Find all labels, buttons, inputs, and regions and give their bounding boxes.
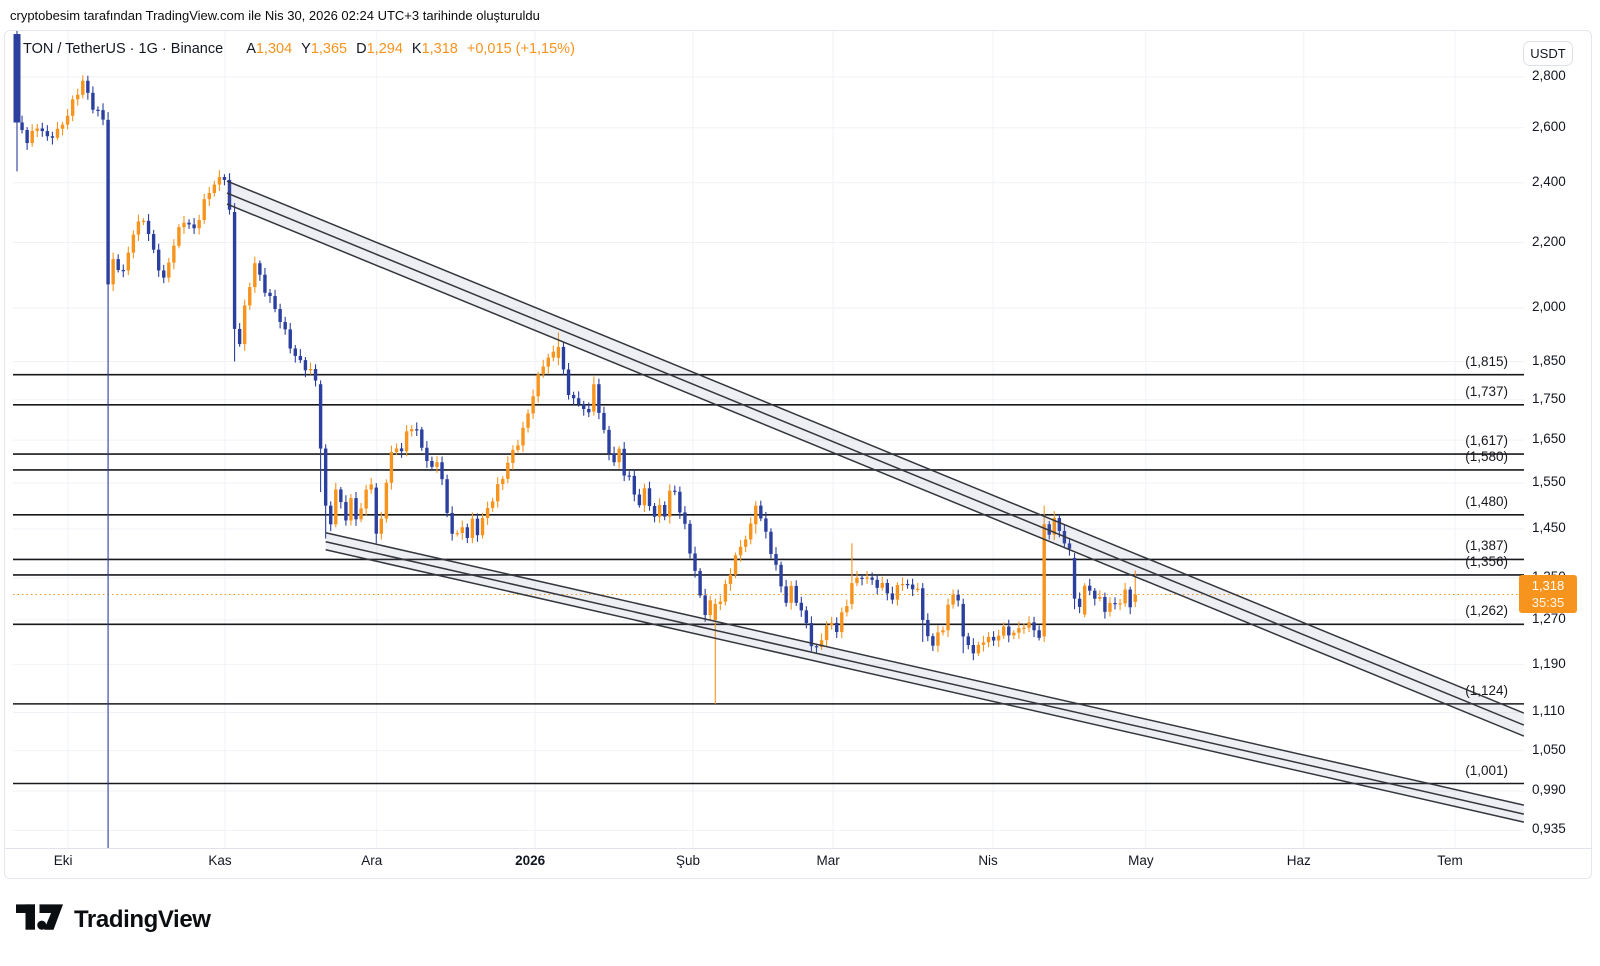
candles-series (13, 31, 1137, 849)
price-tick-label: 0,990 (1532, 782, 1566, 798)
time-axis-month-label: Haz (1286, 853, 1311, 868)
level-price-label: (1,387) (1465, 538, 1508, 554)
legend-separator: · (129, 41, 135, 57)
grid-lines (13, 31, 1524, 849)
bar-countdown: 35:35 (1531, 594, 1565, 610)
symbol-title[interactable]: TON / TetherUS · 1G · Binance (23, 41, 223, 57)
ohlc-key: A (246, 41, 256, 57)
horizontal-levels (13, 373, 1524, 785)
last-price-value: 1,318 (1531, 577, 1565, 593)
price-tick-label: 2,600 (1532, 118, 1566, 134)
tradingview-logo-text: TradingView (74, 906, 211, 933)
time-axis-month-label: 2026 (515, 853, 546, 868)
price-tick-label: 1,270 (1532, 610, 1566, 626)
last-price-badge: 1,318 35:35 (1519, 574, 1577, 613)
price-tick-label: 1,750 (1532, 390, 1566, 406)
ohlc-value: 1,294 (366, 41, 403, 57)
price-tick-label: 0,935 (1532, 821, 1566, 837)
time-axis-month-label: Kas (208, 853, 232, 868)
ohlc-value: 1,365 (310, 41, 348, 57)
price-tick-label: 2,800 (1532, 67, 1566, 83)
time-axis-month-label: Ara (361, 853, 383, 868)
exchange-label: Binance (170, 41, 224, 57)
tradingview-logo[interactable]: TradingView (16, 903, 211, 937)
price-tick-label: 2,000 (1532, 299, 1566, 314)
price-tick-label: 1,110 (1532, 703, 1565, 719)
level-price-label: (1,124) (1465, 682, 1508, 698)
plot-area (13, 31, 1524, 849)
price-tick-label: 1,850 (1532, 352, 1566, 368)
chart-canvas[interactable] (5, 31, 1600, 880)
legend: TON / TetherUS · 1G · Binance A1,304 Y1,36… (23, 41, 575, 57)
timeframe-label: 1G (138, 41, 158, 57)
time-axis-month-label: Eki (53, 853, 73, 868)
level-price-label: (1,480) (1465, 493, 1508, 509)
level-price-label: (1,356) (1465, 553, 1508, 569)
price-tick-label: 2,400 (1532, 173, 1566, 189)
level-price-label: (1,262) (1465, 603, 1508, 619)
ohlc-key: Y (301, 41, 311, 57)
level-price-label: (1,617) (1465, 433, 1508, 449)
level-price-label: (1,815) (1465, 353, 1508, 369)
ohlc-value: 1,304 (255, 41, 293, 57)
symbol-name: TON / TetherUS (23, 41, 126, 57)
currency-toggle-button[interactable]: USDT (1523, 41, 1573, 66)
price-tick-label: 1,550 (1532, 474, 1566, 490)
ohlc-key: D (356, 41, 367, 57)
level-price-label: (1,001) (1465, 762, 1508, 778)
tradingview-logo-icon (16, 903, 63, 937)
chart-card (4, 30, 1592, 879)
level-price-label: (1,580) (1465, 448, 1508, 464)
price-tick-label: 1,050 (1532, 741, 1566, 757)
time-axis-separator (4, 848, 1592, 849)
attribution-text: cryptobesim tarafından TradingView.com i… (10, 8, 540, 23)
time-axis-month-label: Mar (816, 853, 840, 868)
time-axis-month-label: Şub (676, 853, 701, 868)
price-tick-label: 1,650 (1532, 431, 1566, 447)
time-axis-month-label: Nis (978, 853, 998, 868)
time-axis-month-label: Tem (1437, 853, 1463, 868)
price-tick-label: 1,190 (1532, 655, 1566, 671)
price-tick-label: 1,450 (1532, 519, 1566, 535)
level-price-label: (1,737) (1465, 383, 1508, 399)
price-tick-label: 2,200 (1532, 233, 1566, 249)
ohlc-values: A1,304 Y1,365 D1,294 K1,318 (237, 41, 458, 57)
time-axis-month-label: May (1128, 853, 1154, 868)
ohlc-value: 1,318 (421, 41, 458, 57)
change-value: +0,015 (+1,15%) (466, 41, 575, 57)
legend-separator2: · (161, 41, 167, 57)
descending-channels (226, 180, 1524, 823)
ohlc-key: K (411, 41, 422, 57)
